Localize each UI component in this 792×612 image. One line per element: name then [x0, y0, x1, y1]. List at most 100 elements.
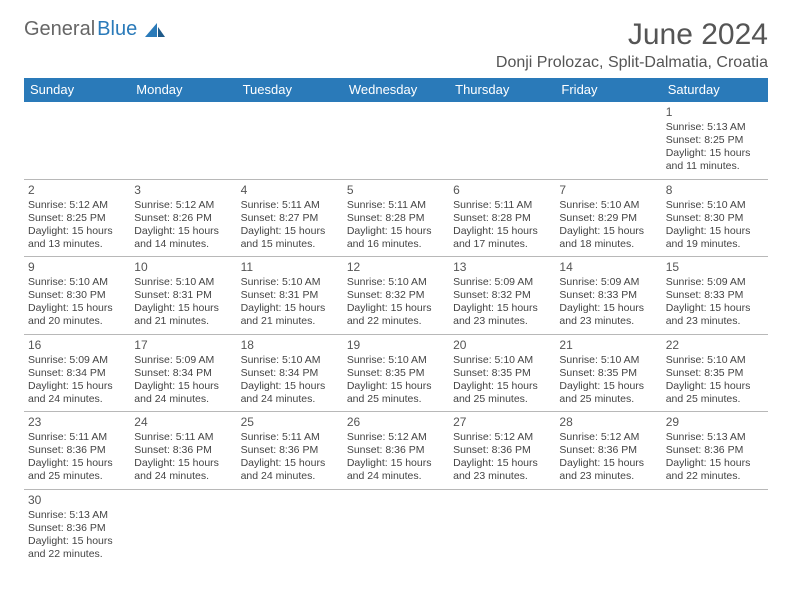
day-number: 9: [28, 260, 126, 275]
sunrise-line: Sunrise: 5:13 AM: [666, 431, 764, 444]
day-number: 17: [134, 338, 232, 353]
daylight-line: Daylight: 15 hours and 15 minutes.: [241, 225, 339, 251]
calendar-day: 12Sunrise: 5:10 AMSunset: 8:32 PMDayligh…: [343, 257, 449, 335]
day-number: 10: [134, 260, 232, 275]
day-number: 13: [453, 260, 551, 275]
day-number: 19: [347, 338, 445, 353]
calendar-day: 3Sunrise: 5:12 AMSunset: 8:26 PMDaylight…: [130, 179, 236, 257]
day-header: Saturday: [662, 78, 768, 102]
sunrise-line: Sunrise: 5:10 AM: [241, 354, 339, 367]
logo-text-gray: General: [24, 18, 95, 41]
day-number: 22: [666, 338, 764, 353]
calendar-day: 20Sunrise: 5:10 AMSunset: 8:35 PMDayligh…: [449, 334, 555, 412]
day-number: 4: [241, 183, 339, 198]
day-header: Friday: [555, 78, 661, 102]
day-number: 11: [241, 260, 339, 275]
daylight-line: Daylight: 15 hours and 25 minutes.: [559, 380, 657, 406]
calendar-week: 30Sunrise: 5:13 AMSunset: 8:36 PMDayligh…: [24, 489, 768, 566]
title-block: June 2024 Donji Prolozac, Split-Dalmatia…: [496, 18, 768, 72]
sunrise-line: Sunrise: 5:09 AM: [666, 276, 764, 289]
month-title: June 2024: [496, 18, 768, 52]
calendar-day: 24Sunrise: 5:11 AMSunset: 8:36 PMDayligh…: [130, 412, 236, 490]
day-header-row: SundayMondayTuesdayWednesdayThursdayFrid…: [24, 78, 768, 102]
sunset-line: Sunset: 8:33 PM: [666, 289, 764, 302]
sunrise-line: Sunrise: 5:12 AM: [28, 199, 126, 212]
daylight-line: Daylight: 15 hours and 24 minutes.: [134, 380, 232, 406]
sunset-line: Sunset: 8:25 PM: [28, 212, 126, 225]
day-number: 1: [666, 105, 764, 120]
sunrise-line: Sunrise: 5:11 AM: [453, 199, 551, 212]
sunset-line: Sunset: 8:30 PM: [28, 289, 126, 302]
calendar-day: 18Sunrise: 5:10 AMSunset: 8:34 PMDayligh…: [237, 334, 343, 412]
calendar-day-empty: [449, 102, 555, 180]
daylight-line: Daylight: 15 hours and 22 minutes.: [347, 302, 445, 328]
day-number: 14: [559, 260, 657, 275]
sunrise-line: Sunrise: 5:10 AM: [559, 199, 657, 212]
sunrise-line: Sunrise: 5:13 AM: [666, 121, 764, 134]
sunset-line: Sunset: 8:36 PM: [28, 444, 126, 457]
sunset-line: Sunset: 8:27 PM: [241, 212, 339, 225]
day-number: 23: [28, 415, 126, 430]
calendar-day: 10Sunrise: 5:10 AMSunset: 8:31 PMDayligh…: [130, 257, 236, 335]
calendar-day: 30Sunrise: 5:13 AMSunset: 8:36 PMDayligh…: [24, 489, 130, 566]
calendar-day: 26Sunrise: 5:12 AMSunset: 8:36 PMDayligh…: [343, 412, 449, 490]
sunrise-line: Sunrise: 5:10 AM: [666, 354, 764, 367]
day-number: 18: [241, 338, 339, 353]
day-header: Monday: [130, 78, 236, 102]
day-number: 12: [347, 260, 445, 275]
sunset-line: Sunset: 8:30 PM: [666, 212, 764, 225]
sunrise-line: Sunrise: 5:09 AM: [134, 354, 232, 367]
calendar-day-empty: [343, 102, 449, 180]
sunrise-line: Sunrise: 5:10 AM: [134, 276, 232, 289]
calendar-day: 9Sunrise: 5:10 AMSunset: 8:30 PMDaylight…: [24, 257, 130, 335]
day-number: 3: [134, 183, 232, 198]
calendar-day-empty: [237, 102, 343, 180]
calendar-day-empty: [449, 489, 555, 566]
sunrise-line: Sunrise: 5:11 AM: [241, 431, 339, 444]
sunset-line: Sunset: 8:34 PM: [28, 367, 126, 380]
sunset-line: Sunset: 8:35 PM: [347, 367, 445, 380]
sunset-line: Sunset: 8:35 PM: [453, 367, 551, 380]
sunset-line: Sunset: 8:36 PM: [241, 444, 339, 457]
day-header: Sunday: [24, 78, 130, 102]
sunrise-line: Sunrise: 5:09 AM: [559, 276, 657, 289]
day-number: 25: [241, 415, 339, 430]
calendar-day: 2Sunrise: 5:12 AMSunset: 8:25 PMDaylight…: [24, 179, 130, 257]
daylight-line: Daylight: 15 hours and 25 minutes.: [666, 380, 764, 406]
day-number: 8: [666, 183, 764, 198]
daylight-line: Daylight: 15 hours and 23 minutes.: [453, 302, 551, 328]
sunrise-line: Sunrise: 5:10 AM: [241, 276, 339, 289]
day-number: 26: [347, 415, 445, 430]
sunset-line: Sunset: 8:26 PM: [134, 212, 232, 225]
daylight-line: Daylight: 15 hours and 21 minutes.: [241, 302, 339, 328]
daylight-line: Daylight: 15 hours and 25 minutes.: [28, 457, 126, 483]
sunrise-line: Sunrise: 5:10 AM: [28, 276, 126, 289]
daylight-line: Daylight: 15 hours and 17 minutes.: [453, 225, 551, 251]
daylight-line: Daylight: 15 hours and 25 minutes.: [453, 380, 551, 406]
calendar-day: 25Sunrise: 5:11 AMSunset: 8:36 PMDayligh…: [237, 412, 343, 490]
sunset-line: Sunset: 8:28 PM: [347, 212, 445, 225]
sunrise-line: Sunrise: 5:11 AM: [134, 431, 232, 444]
sunrise-line: Sunrise: 5:10 AM: [666, 199, 764, 212]
day-number: 16: [28, 338, 126, 353]
day-number: 7: [559, 183, 657, 198]
daylight-line: Daylight: 15 hours and 13 minutes.: [28, 225, 126, 251]
sunrise-line: Sunrise: 5:11 AM: [241, 199, 339, 212]
sunrise-line: Sunrise: 5:13 AM: [28, 509, 126, 522]
day-number: 6: [453, 183, 551, 198]
sunset-line: Sunset: 8:34 PM: [241, 367, 339, 380]
header: GeneralBlue June 2024 Donji Prolozac, Sp…: [24, 18, 768, 72]
daylight-line: Daylight: 15 hours and 24 minutes.: [28, 380, 126, 406]
day-number: 27: [453, 415, 551, 430]
calendar-body: 1Sunrise: 5:13 AMSunset: 8:25 PMDaylight…: [24, 102, 768, 567]
day-number: 5: [347, 183, 445, 198]
sunset-line: Sunset: 8:36 PM: [559, 444, 657, 457]
daylight-line: Daylight: 15 hours and 22 minutes.: [28, 535, 126, 561]
daylight-line: Daylight: 15 hours and 11 minutes.: [666, 147, 764, 173]
daylight-line: Daylight: 15 hours and 14 minutes.: [134, 225, 232, 251]
daylight-line: Daylight: 15 hours and 21 minutes.: [134, 302, 232, 328]
sunrise-line: Sunrise: 5:12 AM: [559, 431, 657, 444]
sunrise-line: Sunrise: 5:10 AM: [347, 354, 445, 367]
sunrise-line: Sunrise: 5:11 AM: [347, 199, 445, 212]
daylight-line: Daylight: 15 hours and 24 minutes.: [241, 380, 339, 406]
